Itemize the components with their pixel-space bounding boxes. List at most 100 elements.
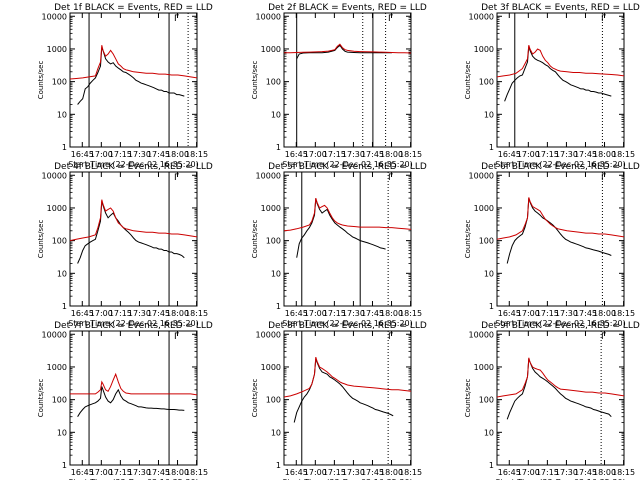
x-tick-label: 18:15 (612, 309, 635, 318)
x-tick-label: 16:45 (285, 468, 308, 477)
y-tick-label: 10000 (42, 12, 67, 21)
x-tick-label: 17:30 (555, 309, 578, 318)
corner-marker: Γ (174, 332, 179, 342)
y-tick-label: 1000 (261, 45, 281, 54)
x-tick-label: 18:00 (380, 309, 403, 318)
series-line-lld (70, 45, 197, 80)
series-line-events (293, 358, 394, 423)
corner-marker: Γ (601, 14, 606, 24)
x-tick-label: 17:15 (323, 309, 346, 318)
y-tick-label: 10 (57, 269, 67, 278)
y-tick-label: 100 (479, 396, 494, 405)
x-tick-label: 17:00 (90, 468, 113, 477)
plot-frame (496, 330, 625, 466)
y-tick-label: 1000 (47, 204, 67, 213)
corner-marker: Γ (174, 173, 179, 183)
x-tick-label: 18:00 (593, 150, 616, 159)
x-tick-label: 17:45 (147, 309, 170, 318)
y-tick-label: 10 (57, 428, 67, 437)
y-tick-label: 10 (271, 428, 281, 437)
series-line-events (77, 386, 185, 417)
x-tick-label: 17:45 (361, 468, 384, 477)
x-tick-label: 18:15 (185, 309, 208, 318)
series-line-lld (70, 372, 197, 396)
y-tick-label: 10 (271, 269, 281, 278)
series-line-lld (70, 199, 197, 242)
x-tick-label: 17:30 (342, 150, 365, 159)
x-tick-label: 18:00 (166, 150, 189, 159)
y-tick-label: 100 (266, 396, 281, 405)
series-line-events (504, 46, 612, 102)
y-axis-title: Counts/sec (251, 379, 259, 418)
plot-frame (283, 330, 412, 466)
x-tick-label: 17:30 (342, 468, 365, 477)
y-tick-label: 1000 (47, 45, 67, 54)
x-tick-label: 18:15 (399, 309, 422, 318)
panel-title: Det 7f BLACK = Events, RED = LLD (54, 321, 213, 331)
y-tick-label: 10 (57, 110, 67, 119)
y-tick-label: 1000 (474, 363, 494, 372)
x-tick-label: 17:30 (342, 309, 365, 318)
x-axis-title: Start Time (22-Dec-02 16:35:20) (282, 319, 413, 328)
y-tick-label: 10000 (256, 12, 281, 21)
series-line-lld (284, 197, 411, 232)
y-tick-label: 100 (52, 237, 67, 246)
series-line-lld (284, 356, 411, 398)
x-tick-label: 16:45 (285, 150, 308, 159)
x-tick-label: 17:45 (574, 309, 597, 318)
y-axis-title: Counts/sec (464, 61, 472, 100)
x-tick-label: 17:45 (574, 150, 597, 159)
x-tick-label: 18:15 (399, 150, 422, 159)
panel-title: Det 5f BLACK = Events, RED = LLD (268, 162, 427, 172)
y-tick-label: 10000 (469, 12, 494, 21)
x-tick-label: 17:15 (109, 309, 132, 318)
x-tick-label: 16:45 (71, 468, 94, 477)
x-tick-label: 16:45 (285, 309, 308, 318)
corner-marker: Γ (601, 173, 606, 183)
plot-frame (69, 12, 198, 148)
y-tick-label: 10 (271, 110, 281, 119)
y-tick-label: 1 (276, 302, 281, 311)
corner-marker: Γ (388, 332, 393, 342)
y-tick-label: 1000 (474, 204, 494, 213)
x-tick-label: 17:15 (536, 468, 559, 477)
panel-title: Det 1f BLACK = Events, RED = LLD (54, 3, 213, 13)
x-tick-label: 18:00 (380, 150, 403, 159)
plot-frame (283, 12, 412, 148)
x-tick-label: 16:45 (71, 150, 94, 159)
y-tick-label: 1 (489, 143, 494, 152)
y-tick-label: 1000 (47, 363, 67, 372)
plot-frame (69, 330, 198, 466)
x-tick-label: 17:30 (555, 150, 578, 159)
series-line-lld (497, 45, 624, 78)
y-tick-label: 100 (266, 237, 281, 246)
y-axis-title: Counts/sec (251, 220, 259, 259)
y-tick-label: 1 (62, 143, 67, 152)
y-tick-label: 10000 (469, 171, 494, 180)
series-line-lld (497, 357, 624, 398)
series-line-events (77, 201, 185, 264)
x-axis-title: Start Time (22-Dec-02 16:35:20) (495, 319, 626, 328)
y-tick-label: 10 (484, 428, 494, 437)
x-axis-title: Start Time (22-Dec-02 16:35:20) (282, 160, 413, 169)
x-tick-label: 16:45 (71, 309, 94, 318)
corner-marker: Γ (174, 14, 179, 24)
y-axis-title: Counts/sec (464, 220, 472, 259)
y-tick-label: 1000 (474, 45, 494, 54)
y-tick-label: 100 (266, 78, 281, 87)
x-tick-label: 18:15 (185, 468, 208, 477)
y-tick-label: 10000 (469, 330, 494, 339)
x-tick-label: 17:45 (361, 150, 384, 159)
series-line-lld (284, 43, 411, 54)
y-tick-label: 1000 (261, 363, 281, 372)
x-tick-label: 18:00 (166, 468, 189, 477)
plot-frame (283, 171, 412, 307)
y-tick-label: 1000 (261, 204, 281, 213)
